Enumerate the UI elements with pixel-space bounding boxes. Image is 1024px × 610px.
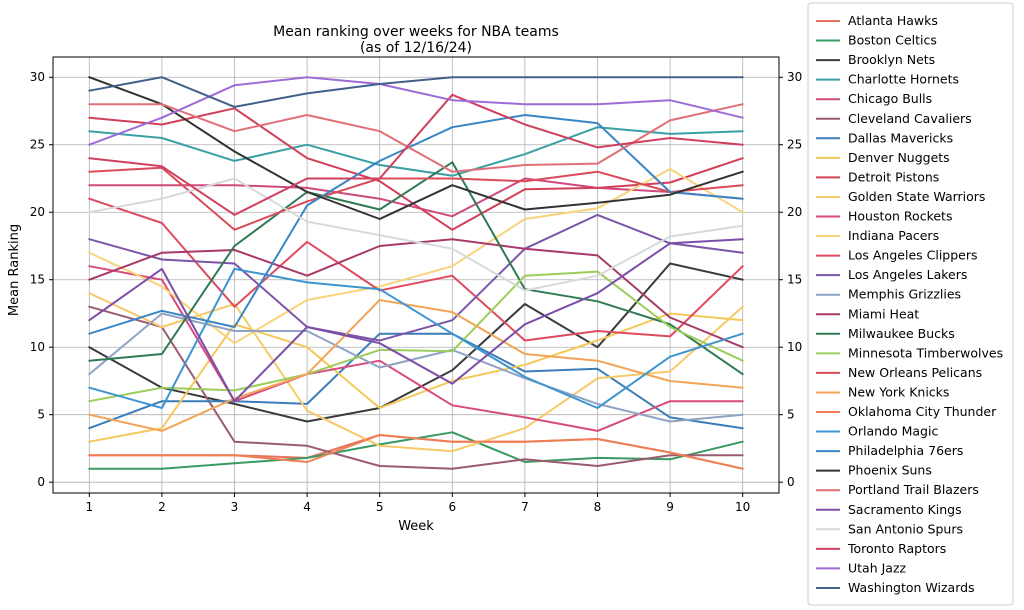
legend-label: Cleveland Cavaliers <box>848 111 972 126</box>
series-line <box>88 238 744 403</box>
legend-label: Washington Wizards <box>848 580 975 595</box>
series-line <box>88 197 744 342</box>
legend-label: Golden State Warriors <box>848 189 985 204</box>
x-tick-label: 7 <box>521 500 529 514</box>
x-axis-label: Week <box>398 519 434 534</box>
series-lines <box>88 76 744 470</box>
x-tick-label: 10 <box>735 500 750 514</box>
y-tick-label-left: 0 <box>37 475 45 489</box>
legend-label: Oklahoma City Thunder <box>848 404 997 419</box>
y-tick-label-right: 20 <box>787 205 802 219</box>
legend-label: Phoenix Suns <box>848 463 932 478</box>
legend-label: Miami Heat <box>848 306 919 321</box>
legend-label: Sacramento Kings <box>848 502 962 517</box>
series-line <box>88 312 744 443</box>
legend-label: Atlanta Hawks <box>848 13 938 28</box>
series-line <box>88 76 744 108</box>
legend-label: Denver Nuggets <box>848 150 950 165</box>
y-tick-label-left: 15 <box>30 273 45 287</box>
legend-label: New York Knicks <box>848 384 949 399</box>
y-tick-label-left: 25 <box>30 138 45 152</box>
series-line <box>88 299 744 432</box>
x-tick-label: 2 <box>158 500 166 514</box>
x-tick-label: 3 <box>231 500 239 514</box>
legend-label: Utah Jazz <box>848 560 907 575</box>
legend-label: Toronto Raptors <box>847 541 946 556</box>
series-line <box>88 312 744 423</box>
x-tick-label: 5 <box>376 500 384 514</box>
y-tick-label-left: 30 <box>30 70 45 84</box>
legend-label: Philadelphia 76ers <box>848 443 963 458</box>
legend-label: New Orleans Pelicans <box>848 365 982 380</box>
x-tick-label: 6 <box>448 500 456 514</box>
legend-label: Chicago Bulls <box>848 91 932 106</box>
y-tick-label-left: 10 <box>30 340 45 354</box>
legend-label: Charlotte Hornets <box>848 72 959 87</box>
legend-label: Minnesota Timberwolves <box>848 345 1003 360</box>
legend-label: Indiana Pacers <box>848 228 939 243</box>
series-line <box>88 213 744 342</box>
series-line <box>88 161 744 376</box>
legend-label: Portland Trail Blazers <box>848 482 979 497</box>
x-tick-label: 1 <box>85 500 93 514</box>
y-axis-label: Mean Ranking <box>7 224 22 316</box>
series-line <box>88 434 744 470</box>
axis-ticks: 1 2 3 4 5 6 7 8 9 10 0 0 5 5 10 10 15 15 20 20 25 25 30 30 <box>30 70 803 514</box>
series-line <box>88 434 744 470</box>
legend: Atlanta Hawks Boston Celtics Brooklyn Nets… <box>807 2 1014 606</box>
series-line <box>88 166 744 231</box>
legend-label: San Antonio Spurs <box>848 521 963 536</box>
series-line <box>88 332 744 430</box>
y-tick-label-right: 5 <box>787 408 795 422</box>
legend-label: Los Angeles Clippers <box>848 248 978 263</box>
x-tick-label: 9 <box>666 500 674 514</box>
series-line <box>88 267 744 409</box>
series-line <box>88 270 744 403</box>
y-tick-label-right: 15 <box>787 273 802 287</box>
series-line <box>88 76 744 146</box>
y-tick-label-right: 25 <box>787 138 802 152</box>
legend-label: Detroit Pistons <box>848 169 939 184</box>
legend-label: Milwaukee Bucks <box>848 326 955 341</box>
y-tick-label-left: 20 <box>30 205 45 219</box>
x-tick-label: 4 <box>303 500 311 514</box>
series-line <box>88 262 744 423</box>
y-tick-label-right: 0 <box>787 475 795 489</box>
legend-label: Memphis Grizzlies <box>848 287 961 302</box>
series-line <box>88 76 744 220</box>
y-tick-label-right: 10 <box>787 340 802 354</box>
chart-subtitle: (as of 12/16/24) <box>360 40 472 56</box>
series-line <box>88 265 744 432</box>
series-line <box>88 177 744 292</box>
legend-label: Dallas Mavericks <box>848 130 953 145</box>
plot-frame <box>52 56 780 494</box>
legend-label: Los Angeles Lakers <box>848 267 967 282</box>
series-line <box>88 305 744 470</box>
legend-label: Houston Rockets <box>848 209 952 224</box>
series-line <box>88 107 744 231</box>
legend-box <box>807 2 1014 606</box>
series-line <box>88 168 744 345</box>
y-tick-label-right: 30 <box>787 70 802 84</box>
legend-label: Orlando Magic <box>848 424 938 439</box>
legend-label: Boston Celtics <box>848 33 937 48</box>
series-line <box>88 126 744 177</box>
series-line <box>88 114 744 335</box>
y-tick-label-left: 5 <box>37 408 45 422</box>
legend-label: Brooklyn Nets <box>848 52 935 67</box>
series-line <box>88 93 744 216</box>
chart-title: Mean ranking over weeks for NBA teams <box>273 24 559 40</box>
x-tick-label: 8 <box>594 500 602 514</box>
series-line <box>88 177 744 218</box>
